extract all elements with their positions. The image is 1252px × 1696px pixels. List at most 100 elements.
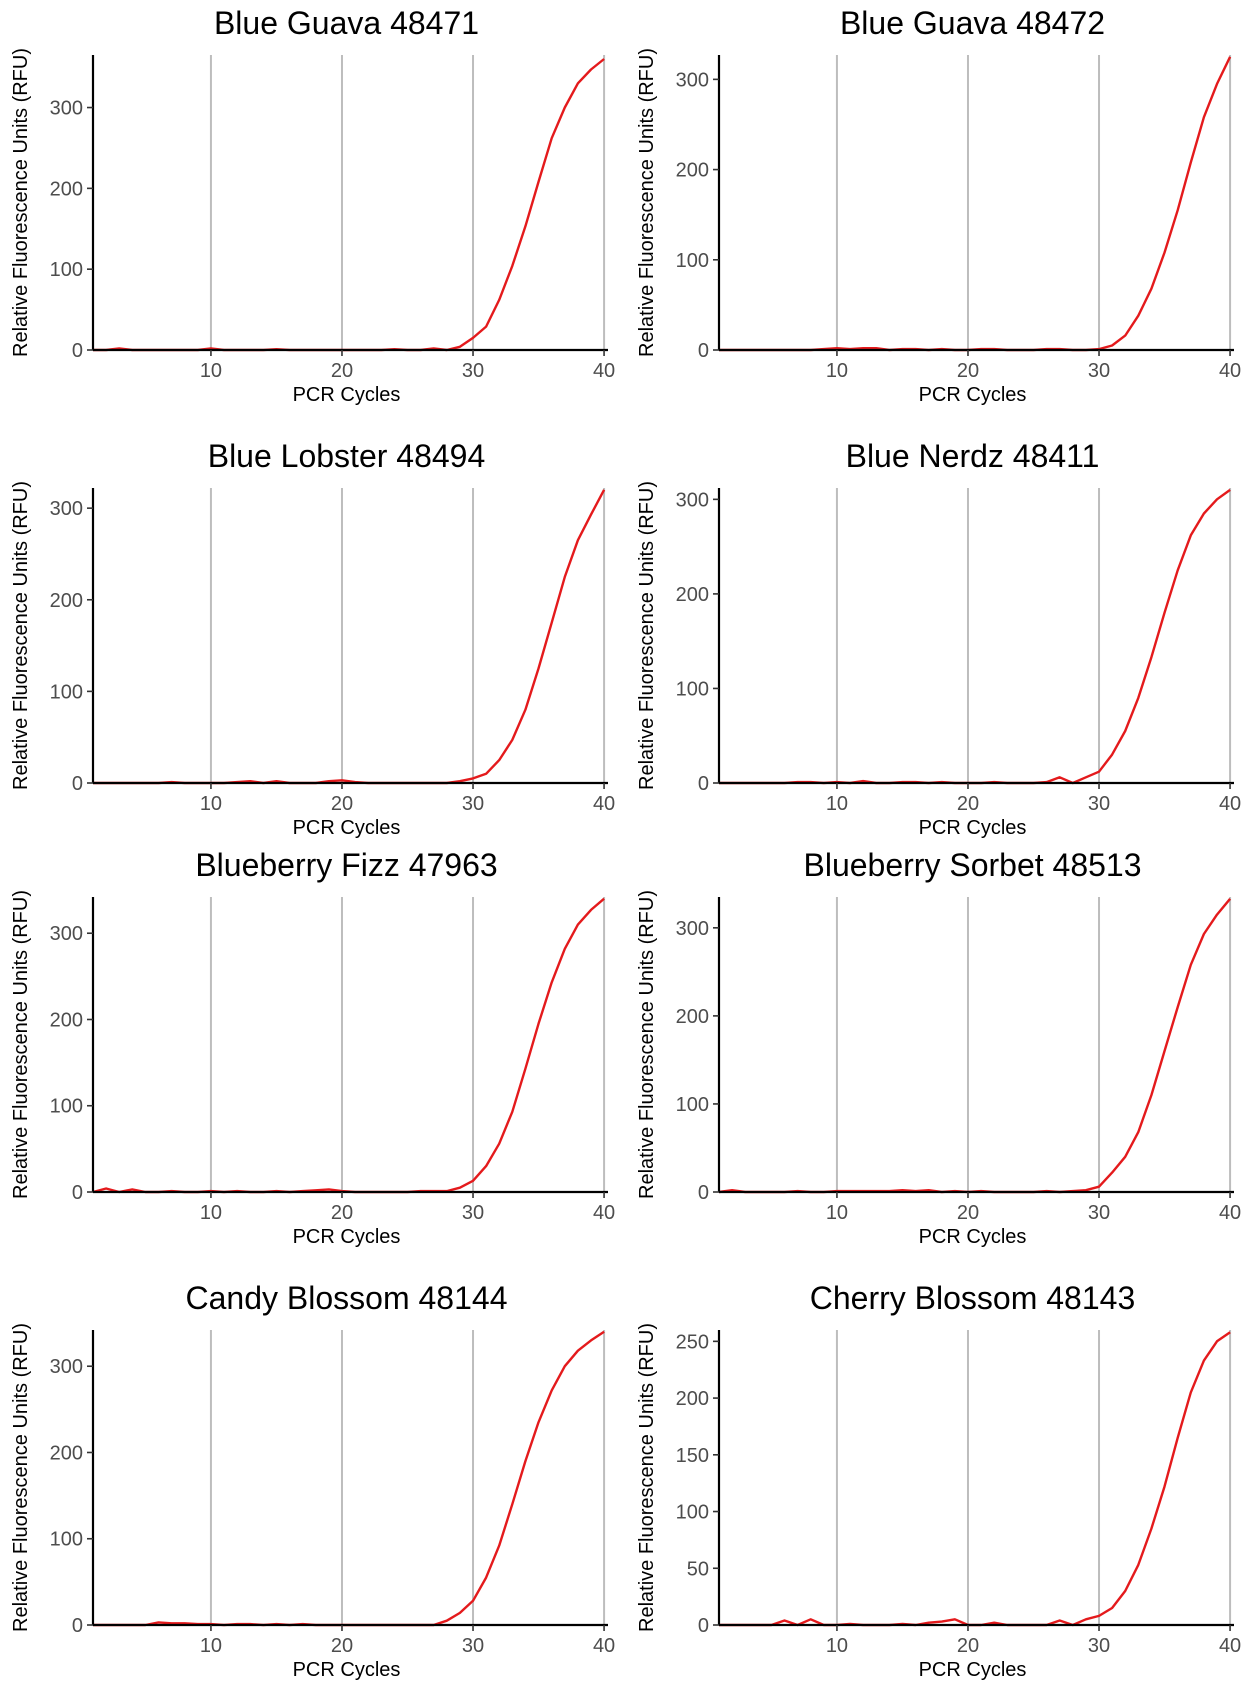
chart-panel: Cherry Blossom 48143 10 20 30 40 0 50 100 150 200… <box>626 1275 1252 1696</box>
y-tick-label: 100 <box>676 250 709 272</box>
x-tick-label: 10 <box>826 360 848 382</box>
series-line <box>93 58 605 352</box>
chart-svg: Blue Guava 48471 10 20 30 40 0 100 200 300 PCR Cy… <box>10 5 615 406</box>
x-tick-label: 20 <box>957 1635 979 1657</box>
y-tick-label: 0 <box>698 773 709 795</box>
chart-panel: Blueberry Sorbet 48513 10 20 30 40 0 100 200 300… <box>626 842 1252 1263</box>
series-line <box>719 56 1232 352</box>
y-tick-label: 0 <box>72 340 83 362</box>
y-tick-label: 300 <box>676 69 709 91</box>
y-tick-label: 50 <box>687 1558 709 1580</box>
chart-svg: Blueberry Sorbet 48513 10 20 30 40 0 100 200 300… <box>636 847 1241 1248</box>
y-tick-label: 0 <box>698 340 709 362</box>
y-tick-label: 200 <box>50 1442 83 1464</box>
chart-title: Blue Guava 48471 <box>214 5 479 41</box>
y-tick-label: 200 <box>676 1388 709 1410</box>
y-axis-label: Relative Fluorescence Units (RFU) <box>10 481 32 790</box>
chart-panel: Blue Lobster 48494 10 20 30 40 0 100 200 300 PCR … <box>0 433 626 854</box>
y-tick-label: 300 <box>50 498 83 520</box>
x-tick-label: 10 <box>200 1202 222 1224</box>
x-axis-label: PCR Cycles <box>919 1659 1027 1681</box>
x-tick-label: 40 <box>593 793 615 815</box>
x-tick-label: 40 <box>1219 1635 1241 1657</box>
chart-svg: Candy Blossom 48144 10 20 30 40 0 100 200 300 PCR… <box>10 1280 615 1681</box>
y-tick-label: 200 <box>50 1009 83 1031</box>
chart-svg: Blueberry Fizz 47963 10 20 30 40 0 100 200 300 PC… <box>10 847 615 1248</box>
y-tick-label: 0 <box>72 1182 83 1204</box>
x-axis-label: PCR Cycles <box>293 384 401 406</box>
chart-panel: Blueberry Fizz 47963 10 20 30 40 0 100 200 300 PC… <box>0 842 626 1263</box>
y-axis-label: Relative Fluorescence Units (RFU) <box>636 890 658 1199</box>
y-tick-label: 0 <box>698 1182 709 1204</box>
x-tick-label: 10 <box>826 1202 848 1224</box>
x-tick-label: 40 <box>593 1635 615 1657</box>
y-axis-label: Relative Fluorescence Units (RFU) <box>10 1323 32 1632</box>
y-tick-label: 200 <box>676 160 709 182</box>
y-tick-label: 300 <box>676 489 709 511</box>
y-tick-label: 200 <box>676 584 709 606</box>
x-tick-label: 20 <box>331 1635 353 1657</box>
y-tick-label: 200 <box>676 1006 709 1028</box>
y-axis-label: Relative Fluorescence Units (RFU) <box>636 481 658 790</box>
series-line <box>92 897 605 1194</box>
x-tick-label: 30 <box>1088 793 1110 815</box>
y-tick-label: 0 <box>698 1615 709 1637</box>
y-tick-label: 200 <box>50 178 83 200</box>
y-tick-label: 300 <box>50 98 83 120</box>
chart-panel: Blue Nerdz 48411 10 20 30 40 0 100 200 300 PCR Cy… <box>626 433 1252 854</box>
y-tick-label: 300 <box>50 923 83 945</box>
series-line <box>719 1331 1231 1627</box>
y-axis-label: Relative Fluorescence Units (RFU) <box>10 890 32 1199</box>
x-tick-label: 30 <box>462 1202 484 1224</box>
y-axis-label: Relative Fluorescence Units (RFU) <box>636 1323 658 1632</box>
chart-title: Blue Nerdz 48411 <box>846 438 1100 474</box>
y-tick-label: 100 <box>50 1529 83 1551</box>
x-tick-label: 10 <box>200 793 222 815</box>
series-line <box>718 898 1232 1194</box>
x-axis-label: PCR Cycles <box>919 817 1027 839</box>
y-tick-label: 100 <box>50 259 83 281</box>
x-axis-label: PCR Cycles <box>293 1659 401 1681</box>
y-tick-label: 0 <box>72 773 83 795</box>
x-tick-label: 10 <box>200 360 222 382</box>
x-axis-label: PCR Cycles <box>919 1226 1027 1248</box>
x-axis-label: PCR Cycles <box>293 817 401 839</box>
series-line <box>719 488 1231 785</box>
x-tick-label: 30 <box>462 1635 484 1657</box>
chart-panel: Blue Guava 48471 10 20 30 40 0 100 200 300 PCR Cy… <box>0 0 626 421</box>
y-axis-label: Relative Fluorescence Units (RFU) <box>636 48 658 357</box>
x-tick-label: 10 <box>200 1635 222 1657</box>
x-tick-label: 30 <box>1088 1202 1110 1224</box>
x-tick-label: 20 <box>957 793 979 815</box>
y-tick-label: 100 <box>50 681 83 703</box>
y-tick-label: 100 <box>50 1096 83 1118</box>
y-tick-label: 100 <box>676 678 709 700</box>
x-tick-label: 40 <box>1219 360 1241 382</box>
y-tick-label: 300 <box>676 918 709 940</box>
chart-title: Cherry Blossom 48143 <box>810 1280 1135 1316</box>
y-tick-label: 150 <box>676 1445 709 1467</box>
x-tick-label: 20 <box>331 793 353 815</box>
x-tick-label: 30 <box>1088 360 1110 382</box>
chart-panel: Blue Guava 48472 10 20 30 40 0 100 200 300 PCR Cy… <box>626 0 1252 421</box>
y-tick-label: 250 <box>676 1331 709 1353</box>
y-tick-label: 100 <box>676 1502 709 1524</box>
x-tick-label: 20 <box>331 360 353 382</box>
x-tick-label: 30 <box>462 793 484 815</box>
chart-title: Blueberry Sorbet 48513 <box>804 847 1142 883</box>
x-axis-label: PCR Cycles <box>919 384 1027 406</box>
series-line <box>93 1330 605 1627</box>
chart-title: Blue Guava 48472 <box>840 5 1105 41</box>
chart-svg: Blue Lobster 48494 10 20 30 40 0 100 200 300 PCR … <box>10 438 615 839</box>
chart-svg: Cherry Blossom 48143 10 20 30 40 0 50 100 150 200… <box>636 1280 1241 1681</box>
x-tick-label: 20 <box>331 1202 353 1224</box>
x-tick-label: 30 <box>462 360 484 382</box>
y-tick-label: 0 <box>72 1615 83 1637</box>
y-axis-label: Relative Fluorescence Units (RFU) <box>10 48 32 357</box>
y-tick-label: 300 <box>50 1356 83 1378</box>
x-axis-label: PCR Cycles <box>293 1226 401 1248</box>
x-tick-label: 40 <box>1219 793 1241 815</box>
chart-panel: Candy Blossom 48144 10 20 30 40 0 100 200 300 PCR… <box>0 1275 626 1696</box>
series-line <box>93 489 606 785</box>
